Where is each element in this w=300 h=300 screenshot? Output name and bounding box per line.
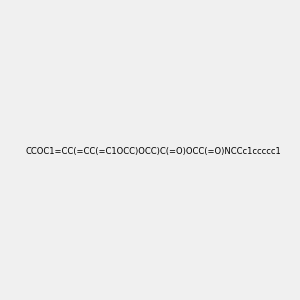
Text: CCOC1=CC(=CC(=C1OCC)OCC)C(=O)OCC(=O)NCCc1ccccc1: CCOC1=CC(=CC(=C1OCC)OCC)C(=O)OCC(=O)NCCc… <box>26 147 282 156</box>
